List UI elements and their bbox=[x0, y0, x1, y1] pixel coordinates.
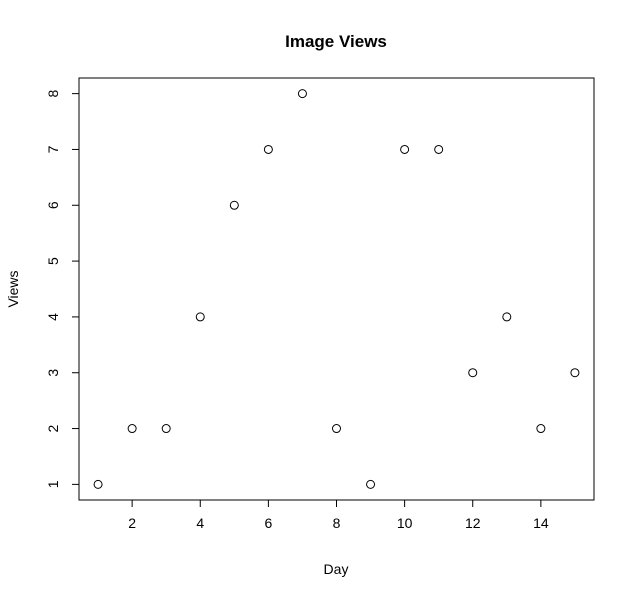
x-tick-label: 4 bbox=[196, 515, 204, 531]
data-point bbox=[400, 144, 410, 154]
y-tick-label: 2 bbox=[45, 424, 61, 432]
x-tick-label: 12 bbox=[465, 515, 481, 531]
data-points bbox=[93, 89, 580, 489]
data-point bbox=[502, 312, 512, 322]
y-tick-label: 7 bbox=[45, 145, 61, 153]
x-tick-label: 8 bbox=[333, 515, 341, 531]
data-point bbox=[434, 144, 444, 154]
x-axis: 2 4 6 8 10 12 14 bbox=[128, 499, 549, 531]
data-point bbox=[195, 312, 205, 322]
data-point bbox=[127, 424, 137, 434]
data-point bbox=[332, 424, 341, 434]
x-axis-label: Day bbox=[324, 561, 349, 577]
y-axis-label: Views bbox=[5, 270, 21, 307]
data-point bbox=[570, 368, 580, 378]
y-axis: 1 2 3 4 5 6 7 8 bbox=[45, 90, 80, 488]
y-tick-label: 5 bbox=[45, 257, 61, 265]
data-point bbox=[366, 479, 376, 489]
x-tick-label: 10 bbox=[397, 515, 413, 531]
data-point bbox=[93, 479, 103, 489]
data-point bbox=[536, 424, 546, 434]
y-tick-label: 6 bbox=[45, 201, 61, 209]
data-point bbox=[297, 89, 307, 99]
x-tick-label: 14 bbox=[533, 515, 549, 531]
x-tick-label: 6 bbox=[264, 515, 272, 531]
y-tick-label: 8 bbox=[45, 90, 61, 98]
data-point bbox=[468, 368, 478, 378]
y-tick-label: 4 bbox=[45, 313, 61, 321]
chart-title: Image Views bbox=[285, 32, 387, 51]
data-point bbox=[161, 424, 171, 434]
plot-frame bbox=[78, 77, 595, 501]
data-point bbox=[229, 200, 239, 210]
x-tick-label: 2 bbox=[128, 515, 136, 531]
data-point bbox=[263, 144, 273, 154]
y-tick-label: 1 bbox=[45, 480, 61, 488]
y-tick-label: 3 bbox=[45, 369, 61, 377]
